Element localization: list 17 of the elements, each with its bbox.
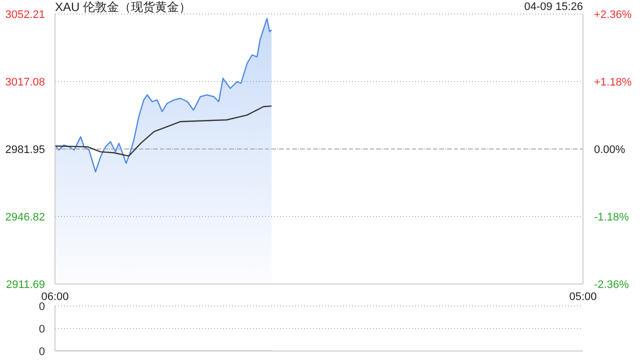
x-tick-label: 05:00 [569, 290, 597, 303]
y-tick-label: 0 [38, 346, 45, 358]
y2-tick-label: -2.36% [594, 279, 630, 291]
text: 04-09 15:26 [524, 1, 583, 13]
y2-tick-label: 0.00% [594, 144, 626, 156]
y-tick-label: 0 [38, 324, 45, 336]
y-tick-label: 2946.82 [5, 212, 45, 224]
y-tick-label: 3017.08 [5, 76, 45, 88]
y-tick-label: 2981.95 [5, 144, 45, 156]
y2-tick-label: -1.18% [594, 212, 630, 224]
y2-tick-label: +1.18% [594, 76, 632, 88]
x-tick-label: 06:00 [41, 290, 69, 303]
y-tick-label: 3052.21 [5, 9, 45, 21]
y-tick-label: 2911.69 [6, 279, 45, 291]
chart-title: XAU 伦敦金（现货黄金） [55, 0, 192, 16]
y2-tick-label: +2.36% [594, 9, 632, 21]
y-tick-label: 0 [38, 301, 45, 313]
